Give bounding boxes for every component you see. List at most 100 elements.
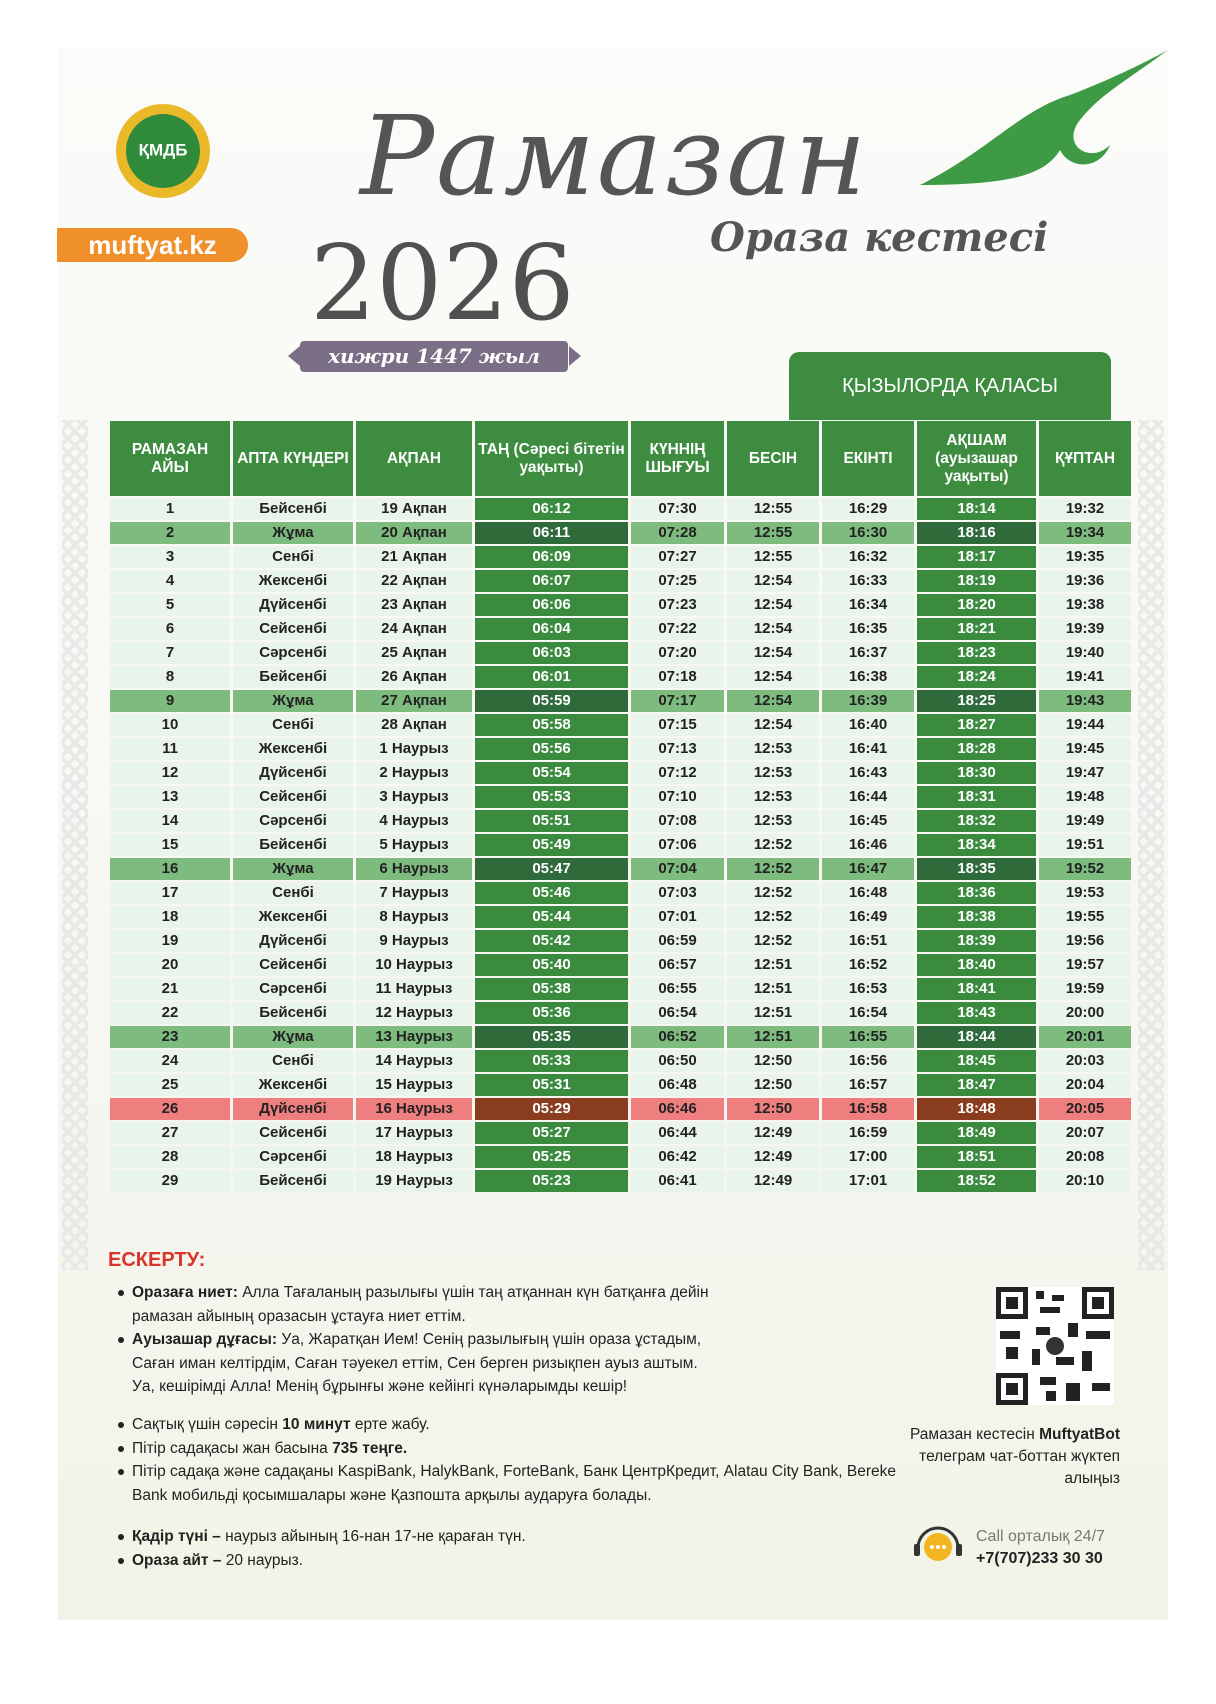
table-cell: 16 (110, 858, 230, 880)
column-header: РАМАЗАН АЙЫ (110, 421, 230, 496)
table-cell: 16:37 (822, 642, 914, 664)
table-cell: 19:52 (1039, 858, 1131, 880)
table-cell: Сенбі (233, 1050, 353, 1072)
table-cell: Жұма (233, 858, 353, 880)
table-cell: 18:31 (917, 786, 1036, 808)
note-item: Ауызашар дұғасы: Уа, Жаратқан Ием! Сенің… (118, 1328, 718, 1399)
table-cell: 07:13 (631, 738, 724, 760)
table-cell: 20:03 (1039, 1050, 1131, 1072)
table-cell: 13 (110, 786, 230, 808)
table-cell: 06:42 (631, 1146, 724, 1168)
table-cell: 20:05 (1039, 1098, 1131, 1120)
table-cell: Сейсенбі (233, 954, 353, 976)
column-header: АҚПАН (356, 421, 472, 496)
text: Сақтық үшін сәресін (132, 1416, 283, 1433)
table-cell: 18:32 (917, 810, 1036, 832)
table-cell: Сенбі (233, 882, 353, 904)
table-cell: Бейсенбі (233, 498, 353, 520)
table-cell: Сейсенбі (233, 1122, 353, 1144)
table-cell: 05:58 (475, 714, 628, 736)
table-cell: 06:54 (631, 1002, 724, 1024)
table-cell: 19:56 (1039, 930, 1131, 952)
table-cell: 2 Наурыз (356, 762, 472, 784)
table-cell: 17:01 (822, 1170, 914, 1192)
table-cell: 24 Ақпан (356, 618, 472, 640)
table-cell: 12:52 (727, 906, 819, 928)
table-cell: 16:33 (822, 570, 914, 592)
table-cell: 19:32 (1039, 498, 1131, 520)
table-cell: 5 Наурыз (356, 834, 472, 856)
table-cell: 17:00 (822, 1146, 914, 1168)
call-icon (914, 1526, 962, 1561)
table-cell: 8 Наурыз (356, 906, 472, 928)
table-cell: 16:58 (822, 1098, 914, 1120)
table-cell: 05:25 (475, 1146, 628, 1168)
table-cell: 18 (110, 906, 230, 928)
table-cell: 19:36 (1039, 570, 1131, 592)
text: Алла Тағаланың разылығы үшін таң атқанна… (132, 1284, 709, 1325)
table-cell: 12:51 (727, 954, 819, 976)
table-cell: 4 (110, 570, 230, 592)
note-item: Пітір садақасы жан басына 735 теңге. (118, 1437, 918, 1461)
table-cell: 19:35 (1039, 546, 1131, 568)
table-cell: 12:52 (727, 882, 819, 904)
table-cell: Дүйсенбі (233, 762, 353, 784)
table-cell: Сәрсенбі (233, 810, 353, 832)
table-row: 28 Сәрсенбі 18 Наурыз 05:25 06:42 12:49 17:00 1… (110, 1146, 1131, 1168)
table-cell: 07:17 (631, 690, 724, 712)
site[interactable]: muftyat.kz (57, 228, 248, 262)
table-cell: 20 (110, 954, 230, 976)
table-cell: 06:46 (631, 1098, 724, 1120)
table-cell: Сейсенбі (233, 618, 353, 640)
table-cell: 07:23 (631, 594, 724, 616)
table-cell: 05:59 (475, 690, 628, 712)
table-cell: 19:48 (1039, 786, 1131, 808)
table-cell: 05:40 (475, 954, 628, 976)
year: 2026 (310, 222, 575, 344)
table-cell: 19:43 (1039, 690, 1131, 712)
table-cell: 06:48 (631, 1074, 724, 1096)
table-cell: 26 Ақпан (356, 666, 472, 688)
table-cell: 22 Ақпан (356, 570, 472, 592)
table-cell: 18:35 (917, 858, 1036, 880)
city: ҚЫЗЫЛОРДА ҚАЛАСЫ (789, 352, 1111, 420)
table-cell: 7 Наурыз (356, 882, 472, 904)
table-cell: 06:07 (475, 570, 628, 592)
table-row: 27 Сейсенбі 17 Наурыз 05:27 06:44 12:49 16:59 1… (110, 1122, 1131, 1144)
table-cell: 16:45 (822, 810, 914, 832)
table-cell: 16:44 (822, 786, 914, 808)
table-cell: 19:40 (1039, 642, 1131, 664)
table-cell: 7 (110, 642, 230, 664)
note-item: Ораза айт – 20 наурыз. (118, 1549, 818, 1573)
table-cell: Жұма (233, 690, 353, 712)
text: наурыз айының 16-нан 17-не қараған түн. (220, 1528, 526, 1545)
table-cell: Бейсенбі (233, 666, 353, 688)
table-cell: 06:11 (475, 522, 628, 544)
table-cell: 19:47 (1039, 762, 1131, 784)
table-cell: 20:10 (1039, 1170, 1131, 1192)
table-cell: 19 Ақпан (356, 498, 472, 520)
table-cell: 12:50 (727, 1074, 819, 1096)
table-cell: 18:25 (917, 690, 1036, 712)
table-cell: 1 (110, 498, 230, 520)
table-cell: 12:54 (727, 594, 819, 616)
table-cell: 19:45 (1039, 738, 1131, 760)
table-cell: 18:38 (917, 906, 1036, 928)
table-cell: 06:50 (631, 1050, 724, 1072)
table-row: 13 Сейсенбі 3 Наурыз 05:53 07:10 12:53 16:44 18… (110, 786, 1131, 808)
column-header: АҚШАМ (ауызашар уақыты) (917, 421, 1036, 496)
table-cell: 25 Ақпан (356, 642, 472, 664)
text: Пітір садақасы жан басына (132, 1439, 333, 1457)
table-cell: 05:44 (475, 906, 628, 928)
table-cell: 20 Ақпан (356, 522, 472, 544)
table-cell: 16:32 (822, 546, 914, 568)
qr-code[interactable] (996, 1287, 1114, 1405)
table-cell: 18:16 (917, 522, 1036, 544)
table-cell: 3 (110, 546, 230, 568)
call-phone[interactable]: +7(707)233 30 30 (976, 1550, 1103, 1567)
table-cell: 05:33 (475, 1050, 628, 1072)
bold-text: MuftyatBot (1039, 1426, 1120, 1443)
table-cell: 07:08 (631, 810, 724, 832)
table-cell: 20:01 (1039, 1026, 1131, 1048)
